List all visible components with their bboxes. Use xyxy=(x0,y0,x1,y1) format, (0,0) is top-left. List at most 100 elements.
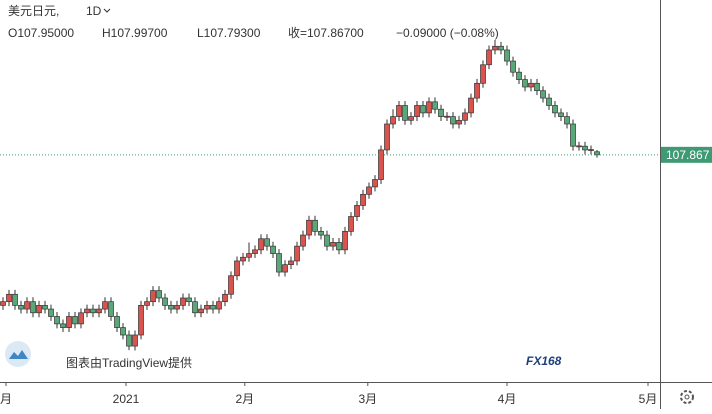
candle-body xyxy=(108,301,114,317)
candle-body xyxy=(498,45,504,51)
fx168-logo: FX168 xyxy=(526,354,562,368)
candle-body xyxy=(12,293,18,306)
candle-body xyxy=(372,179,378,188)
candle-body xyxy=(126,334,132,347)
legend-close: 收=107.86700 xyxy=(288,26,364,40)
candle-body xyxy=(456,119,462,125)
candle-body xyxy=(216,301,222,310)
settings-gear[interactable] xyxy=(680,390,694,404)
candle-body xyxy=(330,242,336,247)
candle-body xyxy=(564,116,570,125)
candle-body xyxy=(186,297,192,303)
candle-body xyxy=(210,305,216,310)
candle-body xyxy=(540,90,546,99)
candle-body xyxy=(120,327,126,336)
candle-body xyxy=(102,301,108,310)
candle-body xyxy=(228,275,234,295)
candle-body xyxy=(348,216,354,232)
candle-body xyxy=(84,308,90,314)
candle-body xyxy=(276,253,282,273)
x-tick-label: 2月 xyxy=(235,392,254,406)
candle-body xyxy=(336,242,342,251)
symbol[interactable]: 美元日元, xyxy=(8,4,59,18)
candle-body xyxy=(558,112,564,117)
candle-body xyxy=(66,316,72,328)
watermark: 图表由TradingView提供 xyxy=(66,355,192,370)
candle-body xyxy=(252,249,258,254)
candle-body xyxy=(240,256,246,262)
candle-body xyxy=(192,301,198,314)
candle-body xyxy=(432,101,438,110)
candle-body xyxy=(168,305,174,310)
candle-body xyxy=(366,186,372,195)
candle-body xyxy=(204,305,210,310)
candle-body xyxy=(438,108,444,117)
candle-body xyxy=(546,97,552,106)
candle-body xyxy=(198,308,204,314)
candle-body xyxy=(144,301,150,306)
candle-body xyxy=(234,260,240,277)
candle-body xyxy=(294,245,300,262)
candle-body xyxy=(300,234,306,247)
candle-body xyxy=(396,105,402,117)
candle-body xyxy=(246,253,252,258)
candle-body xyxy=(390,116,396,125)
x-tick-label: 3月 xyxy=(358,392,377,406)
candle-body xyxy=(474,82,480,99)
legend-change: −0.09000 (−0.08%) xyxy=(396,26,499,40)
candle-body xyxy=(378,149,384,180)
candle-body xyxy=(588,149,594,151)
candle-body xyxy=(360,193,366,206)
candle-body xyxy=(156,290,162,299)
candle-body xyxy=(462,112,468,121)
candle-body xyxy=(504,49,510,62)
candle-body xyxy=(60,323,66,328)
candle-body xyxy=(90,308,96,314)
candle-body xyxy=(138,305,144,336)
candle-body xyxy=(414,105,420,117)
candle-body xyxy=(582,145,588,151)
candle-body xyxy=(162,297,168,306)
candle-body xyxy=(534,82,540,92)
candle-body xyxy=(354,205,360,217)
candle-body xyxy=(78,312,84,325)
candle-body xyxy=(114,316,120,328)
candle-body xyxy=(576,145,582,148)
candle-body xyxy=(324,234,330,247)
interval-chevron[interactable] xyxy=(103,8,111,13)
tv-logo xyxy=(5,341,31,367)
candle-body xyxy=(408,116,414,121)
candle-body xyxy=(174,305,180,310)
candle-body xyxy=(48,308,54,317)
candle-body xyxy=(312,219,318,232)
candle-body xyxy=(510,60,516,73)
candle-body xyxy=(426,101,432,114)
candle-body xyxy=(384,123,390,151)
candle-body xyxy=(480,64,486,84)
candle-body xyxy=(522,79,528,88)
last-price-label: 107.867 xyxy=(666,148,710,162)
candle-body xyxy=(282,264,288,273)
candle-body xyxy=(402,105,408,121)
candle-body xyxy=(36,305,42,314)
candle-body xyxy=(420,105,426,114)
candle-body xyxy=(342,230,348,251)
legend-high: H107.99700 xyxy=(102,26,168,40)
candle-body xyxy=(264,238,270,247)
candle-body xyxy=(492,45,498,51)
candle-body xyxy=(270,245,276,254)
candle-body xyxy=(180,297,186,306)
candle-body xyxy=(24,301,30,310)
candle-body xyxy=(222,293,228,303)
interval[interactable]: 1D xyxy=(86,4,102,18)
candle-body xyxy=(288,260,294,266)
x-tick-label: 4月 xyxy=(498,392,517,406)
legend-low: L107.79300 xyxy=(197,26,261,40)
x-tick-label: 2021 xyxy=(113,392,140,406)
candle-body xyxy=(306,219,312,236)
candle-body xyxy=(6,293,12,303)
candle-body xyxy=(450,116,456,125)
candle-body xyxy=(30,301,36,314)
candle-body xyxy=(258,238,264,251)
